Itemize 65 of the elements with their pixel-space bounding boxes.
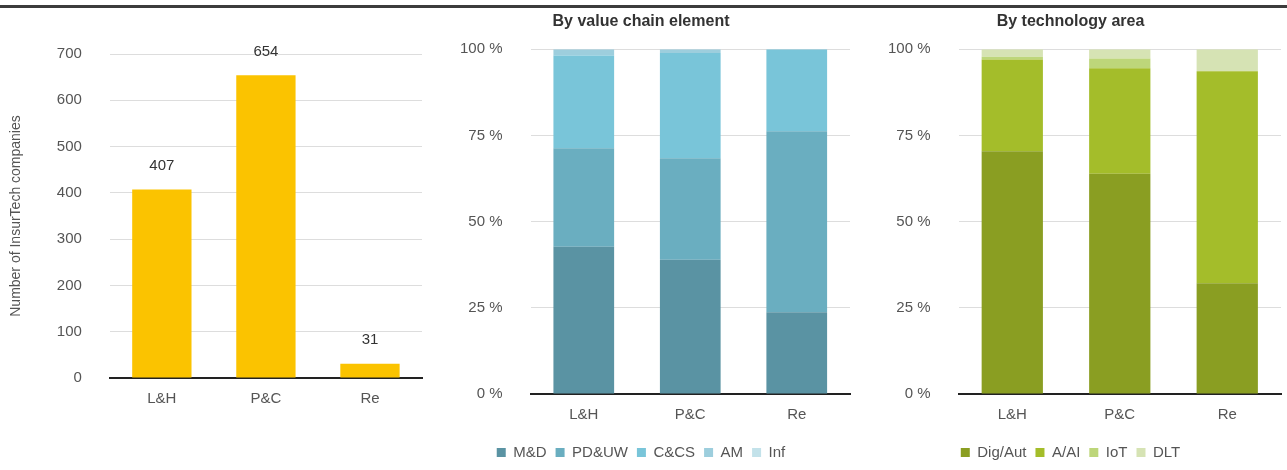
y-tick-label: 200	[56, 275, 82, 293]
bar	[1089, 49, 1151, 59]
y-tick-label: 75 %	[896, 125, 931, 143]
bar	[132, 189, 192, 378]
legend-label: C&CS	[653, 442, 696, 460]
legend-label: Dig/Aut	[977, 442, 1028, 460]
y-tick-label: 0	[73, 368, 82, 386]
bar	[981, 56, 1043, 60]
bar	[340, 363, 400, 378]
bar	[766, 312, 828, 394]
bar	[553, 55, 615, 149]
bar	[659, 158, 721, 260]
x-tick-label: Re	[360, 389, 380, 407]
legend-label: PD&UW	[572, 442, 629, 460]
bar	[1089, 58, 1151, 69]
bar	[659, 259, 721, 394]
bar	[1089, 173, 1151, 394]
y-tick-label: 100 %	[887, 39, 931, 57]
legend-label: AM	[720, 442, 744, 460]
y-tick-label: 25 %	[468, 297, 503, 315]
y-axis-title: Number of InsurTech companies	[7, 115, 24, 317]
y-tick-label: 25 %	[896, 297, 931, 315]
x-tick-label: L&H	[997, 405, 1027, 423]
bar	[981, 59, 1043, 152]
data-label: 654	[253, 41, 279, 59]
x-tick-label: P&C	[674, 405, 706, 423]
y-tick-label: 0 %	[904, 384, 931, 402]
y-tick-label: 600	[56, 90, 82, 108]
x-tick-label: L&H	[147, 389, 177, 407]
bar	[981, 49, 1043, 57]
bar	[1196, 49, 1258, 72]
bar	[766, 131, 828, 313]
y-tick-label: 0 %	[476, 384, 503, 402]
bar	[1196, 283, 1258, 394]
bar	[1089, 68, 1151, 174]
bar	[236, 75, 296, 378]
y-tick-label: 50 %	[896, 211, 931, 229]
chart-title: By technology area	[996, 12, 1145, 30]
legend-label: DLT	[1152, 442, 1181, 460]
bar	[766, 49, 828, 132]
x-tick-label: P&C	[1104, 405, 1136, 423]
y-tick-label: 100 %	[459, 39, 503, 57]
legend-label: IoT	[1105, 442, 1128, 460]
y-tick-label: 700	[56, 44, 82, 62]
legend-label: Inf	[768, 442, 787, 460]
bar	[553, 246, 615, 394]
data-label: 31	[361, 330, 379, 348]
y-tick-label: 50 %	[468, 211, 503, 229]
chart-title: By value chain element	[552, 12, 731, 30]
data-label: 407	[149, 156, 175, 174]
bar	[553, 148, 615, 247]
y-tick-label: 75 %	[468, 125, 503, 143]
y-tick-label: 500	[56, 136, 82, 154]
bar	[1196, 71, 1258, 284]
y-tick-label: 300	[56, 229, 82, 247]
legend-label: A/AI	[1051, 442, 1081, 460]
y-tick-label: 400	[56, 183, 82, 200]
y-tick-label: 100	[56, 321, 82, 339]
x-tick-label: Re	[787, 405, 807, 423]
x-tick-label: Re	[1217, 405, 1237, 423]
x-tick-label: P&C	[250, 389, 282, 407]
bar	[659, 52, 721, 159]
x-tick-label: L&H	[569, 405, 599, 423]
legend-label: M&D	[513, 442, 547, 460]
bar	[981, 151, 1043, 394]
